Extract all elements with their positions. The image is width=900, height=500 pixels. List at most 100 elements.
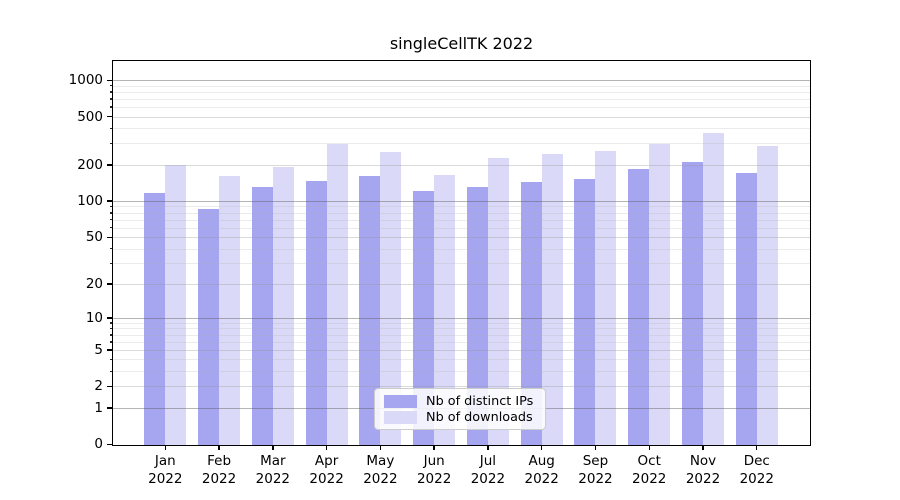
legend-swatch-downloads: [384, 410, 417, 424]
bar-distinct-ips-jan: [144, 193, 166, 445]
x-tick-year-jun: 2022: [416, 470, 452, 487]
bar-distinct-ips-jul: [466, 186, 488, 445]
x-tick-year-apr: 2022: [309, 470, 344, 487]
gridline-2: [113, 386, 810, 388]
bar-downloads-apr: [326, 143, 348, 445]
bar-distinct-ips-sep: [574, 179, 596, 445]
x-tick-apr: [325, 445, 328, 450]
minor-gridline-8: [113, 328, 810, 330]
y-minor-tick-70: [109, 219, 113, 221]
y-minor-tick-6: [109, 341, 113, 343]
legend: Nb of distinct IPs Nb of downloads: [374, 388, 546, 430]
x-tick-year-jul: 2022: [470, 470, 506, 487]
x-tick-label-dec: Dec 2022: [726, 453, 788, 488]
y-tick-100: [107, 200, 113, 202]
x-tick-label-jan: Jan 2022: [134, 453, 196, 488]
y-tick-label-200: 200: [77, 156, 103, 173]
x-tick-year-sep: 2022: [578, 470, 613, 487]
bar-downloads-jul: [487, 158, 509, 445]
minor-gridline-60: [113, 227, 810, 229]
y-tick-10: [107, 317, 113, 319]
y-minor-tick-90: [109, 205, 113, 208]
x-tick-label-feb: Feb 2022: [188, 453, 250, 488]
x-tick-year-feb: 2022: [201, 470, 237, 487]
bar-distinct-ips-mar: [251, 186, 273, 445]
x-tick-year-aug: 2022: [524, 470, 559, 487]
y-tick-50: [107, 236, 113, 238]
x-tick-jun: [433, 445, 435, 450]
gridline-10: [113, 317, 810, 319]
minor-gridline-3: [113, 371, 810, 373]
minor-gridline-70: [113, 219, 810, 221]
y-tick-label-10: 10: [85, 309, 103, 326]
bar-downloads-mar: [272, 167, 294, 445]
x-tick-label-jul: Jul 2022: [457, 453, 519, 488]
gridline-5: [113, 349, 810, 351]
bar-downloads-feb: [219, 176, 241, 445]
bar-distinct-ips-jun: [413, 191, 435, 445]
y-minor-tick-900: [109, 85, 113, 87]
y-minor-tick-8: [109, 327, 113, 330]
minor-gridline-6: [113, 341, 810, 343]
x-tick-label-sep: Sep 2022: [564, 453, 626, 488]
y-minor-tick-30: [109, 262, 113, 265]
x-tick-label-nov: Nov 2022: [672, 453, 734, 488]
bar-distinct-ips-feb: [198, 208, 220, 445]
gridline-50: [113, 237, 810, 238]
plot-area: Nb of distinct IPs Nb of downloads: [112, 60, 811, 446]
minor-gridline-7: [113, 334, 810, 336]
x-tick-nov: [702, 445, 704, 450]
x-tick-year-may: 2022: [363, 470, 398, 487]
x-tick-label-oct: Oct 2022: [618, 453, 680, 488]
y-tick-5: [107, 349, 113, 351]
minor-gridline-30: [113, 263, 810, 265]
bar-distinct-ips-aug: [520, 181, 542, 445]
minor-gridline-600: [113, 106, 810, 108]
x-tick-feb: [218, 445, 220, 450]
minor-gridline-400: [113, 128, 810, 130]
y-minor-tick-4: [109, 358, 113, 361]
y-tick-label-2: 2: [94, 378, 103, 395]
y-tick-200: [107, 164, 113, 166]
legend-label-distinct-ips: Nb of distinct IPs: [426, 393, 534, 409]
bar-distinct-ips-dec: [735, 173, 757, 445]
y-minor-tick-800: [109, 91, 113, 93]
chart-title: singleCellTK 2022: [389, 34, 534, 53]
y-minor-tick-600: [109, 106, 113, 108]
bar-downloads-nov: [703, 132, 724, 445]
y-tick-0: [107, 443, 113, 446]
x-tick-year-nov: 2022: [685, 470, 721, 487]
y-minor-tick-60: [109, 227, 113, 229]
x-tick-label-apr: Apr 2022: [296, 453, 358, 488]
minor-gridline-800: [113, 91, 810, 93]
y-tick-1: [107, 407, 113, 409]
gridline-100: [113, 200, 810, 202]
y-minor-tick-3: [109, 370, 113, 373]
gridline-20: [113, 283, 810, 285]
bar-downloads-oct: [649, 143, 671, 445]
bar-downloads-may: [380, 152, 402, 445]
x-tick-year-oct: 2022: [632, 470, 667, 487]
y-tick-label-1: 1: [94, 399, 103, 416]
bar-downloads-jun: [434, 174, 456, 445]
minor-gridline-700: [113, 98, 810, 100]
x-tick-label-may: May 2022: [349, 453, 411, 488]
minor-gridline-4: [113, 359, 810, 361]
legend-item-distinct-ips: Nb of distinct IPs: [384, 393, 537, 409]
minor-gridline-80: [113, 212, 810, 214]
x-tick-jan: [164, 445, 166, 450]
x-tick-year-jan: 2022: [148, 470, 183, 487]
x-tick-label-jun: Jun 2022: [403, 453, 465, 488]
y-minor-tick-40: [109, 248, 113, 250]
minor-gridline-9: [113, 322, 810, 324]
bar-downloads-sep: [595, 150, 617, 445]
y-tick-label-5: 5: [94, 341, 103, 358]
y-tick-label-20: 20: [85, 275, 103, 292]
y-minor-tick-700: [109, 98, 113, 100]
bar-distinct-ips-may: [359, 176, 381, 445]
y-minor-tick-300: [109, 142, 113, 145]
x-tick-label-aug: Aug 2022: [511, 453, 573, 488]
legend-label-downloads: Nb of downloads: [426, 409, 533, 425]
y-minor-tick-9: [109, 322, 113, 324]
